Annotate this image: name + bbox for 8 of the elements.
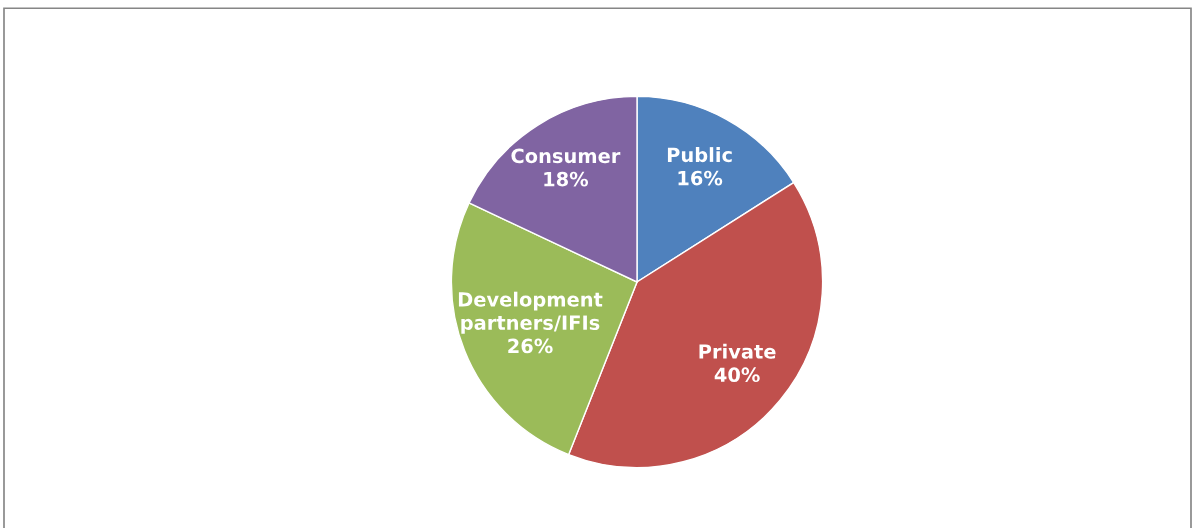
slice-label: Private [699, 343, 776, 359]
data-label: 40% [714, 367, 760, 383]
slice-label: Public [667, 147, 732, 163]
data-label: 26% [508, 338, 553, 354]
data-label: 16% [678, 170, 723, 186]
slice-label: Development partners/IFIs [458, 291, 603, 334]
slice-label: Consumer [511, 148, 621, 164]
data-label: 18% [544, 171, 589, 187]
